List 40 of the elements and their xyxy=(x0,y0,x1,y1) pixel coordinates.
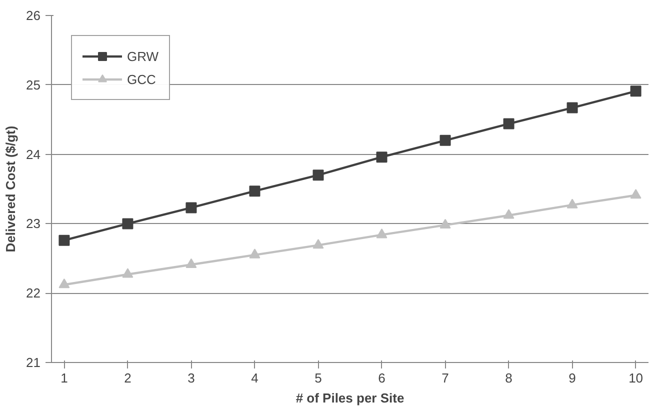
point xyxy=(122,268,134,278)
point xyxy=(312,238,324,249)
point xyxy=(312,170,324,181)
x-tick-label: 3 xyxy=(188,370,195,386)
point xyxy=(566,198,578,208)
y-tick-label: 22 xyxy=(26,286,41,301)
y-tick-label: 24 xyxy=(26,146,41,162)
point xyxy=(186,258,197,268)
point xyxy=(503,118,514,130)
x-axis-title: # of Piles per Site xyxy=(296,390,404,406)
point xyxy=(566,102,578,114)
y-axis-title: Delivered Cost ($/gt) xyxy=(3,126,18,252)
x-tick-label: 6 xyxy=(378,370,386,386)
x-tick-label: 1 xyxy=(60,370,68,386)
x-tick-label: 10 xyxy=(628,370,644,386)
point xyxy=(440,134,451,146)
point xyxy=(503,209,514,219)
y-tick-label: 25 xyxy=(26,77,41,92)
point xyxy=(249,248,260,258)
x-tick-label: 9 xyxy=(568,370,576,386)
point xyxy=(58,234,70,246)
x-tick-label: 7 xyxy=(442,370,449,386)
y-tick-label: 23 xyxy=(26,216,41,232)
point xyxy=(122,218,134,230)
y-tick-label: 26 xyxy=(26,8,41,23)
point xyxy=(186,202,197,214)
point xyxy=(249,186,260,197)
point xyxy=(440,218,451,228)
point xyxy=(630,188,642,199)
y-tick-label: 21 xyxy=(26,355,41,370)
point xyxy=(376,228,388,238)
x-tick-label: 4 xyxy=(251,370,258,386)
point xyxy=(376,152,388,163)
x-tick-label: 5 xyxy=(314,370,322,386)
legend-label: GRW xyxy=(127,48,159,64)
point xyxy=(58,278,70,288)
legend-label: GCC xyxy=(127,72,156,86)
x-tick-label: 8 xyxy=(505,370,512,386)
x-tick-label: 2 xyxy=(124,370,132,386)
point xyxy=(630,86,642,97)
